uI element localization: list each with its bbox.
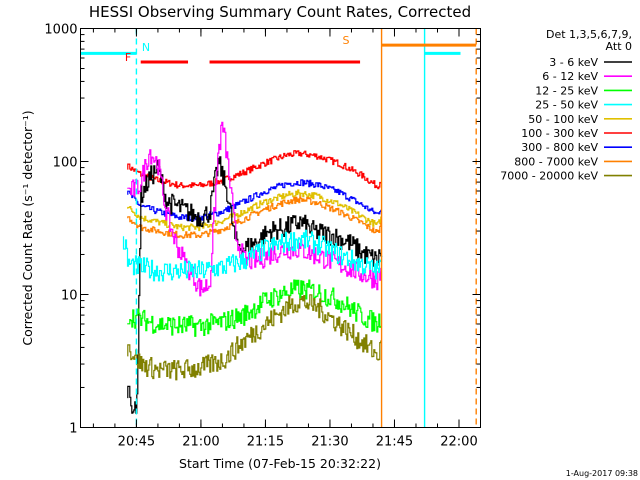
x-tick-label: 20:45 [118,435,155,450]
series-lines [122,121,383,414]
y-axis-label: Corrected Count Rate (s⁻¹ detector⁻¹) [20,110,35,345]
legend-entry-label: 3 - 6 keV [549,56,598,69]
y-tick-label: 10 [61,289,78,304]
legend-header: Det 1,3,5,6,7,9, [546,28,632,41]
series-line [127,150,382,190]
x-tick-label: 21:30 [311,435,348,450]
series-line [127,179,382,222]
x-tick-label: 22:00 [440,435,477,450]
y-tick-label: 100 [53,156,78,171]
legend-entry-label: 7000 - 20000 keV [500,170,598,183]
series-line [127,294,382,381]
series-line [127,189,382,232]
x-tick-label: 21:45 [376,435,413,450]
legend-entry-label: 800 - 7000 keV [514,155,598,168]
timestamp-stamp: 1-Aug-2017 09:38 [566,469,638,478]
flag-label: S [343,34,350,47]
y-tick-label: 1 [69,422,77,437]
legend-entry-label: 12 - 25 keV [535,84,598,97]
series-line [127,121,382,297]
x-tick-label: 21:15 [247,435,284,450]
x-tick-label: 21:00 [182,435,219,450]
series-line [122,229,383,282]
legend-entry-label: 25 - 50 keV [535,99,598,112]
flag-label: N [142,41,150,54]
series-line [127,279,382,337]
series-line [127,156,382,414]
legend-entry-label: 50 - 100 keV [528,113,598,126]
legend-entry-label: 100 - 300 keV [521,127,598,140]
flag-label: F [125,51,131,64]
legend-entry-label: 300 - 800 keV [521,141,598,154]
legend-entry-label: 6 - 12 keV [542,70,598,83]
chart-title: HESSI Observing Summary Count Rates, Cor… [89,3,471,21]
y-tick-label: 1000 [44,23,77,38]
annotations: NF S [80,28,477,428]
plot-frame [80,28,481,428]
legend-header: Att 0 [606,40,632,53]
axes: 1 10 100 1000 20:45 21:00 21:15 21:30 21:45 22:00 [44,23,481,450]
x-axis-label: Start Time (07-Feb-15 20:32:22) [179,456,381,471]
series-line [127,196,382,239]
